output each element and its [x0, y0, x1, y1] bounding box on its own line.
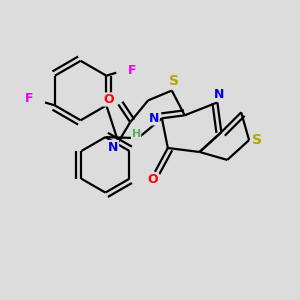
- Text: N: N: [149, 112, 159, 125]
- Text: N: N: [108, 140, 118, 154]
- Text: S: S: [252, 133, 262, 147]
- Text: F: F: [25, 92, 33, 105]
- Text: O: O: [103, 93, 114, 106]
- Text: H: H: [131, 129, 141, 139]
- Text: F: F: [128, 64, 136, 77]
- Text: N: N: [214, 88, 224, 101]
- Text: O: O: [148, 173, 158, 186]
- Text: S: S: [169, 74, 179, 88]
